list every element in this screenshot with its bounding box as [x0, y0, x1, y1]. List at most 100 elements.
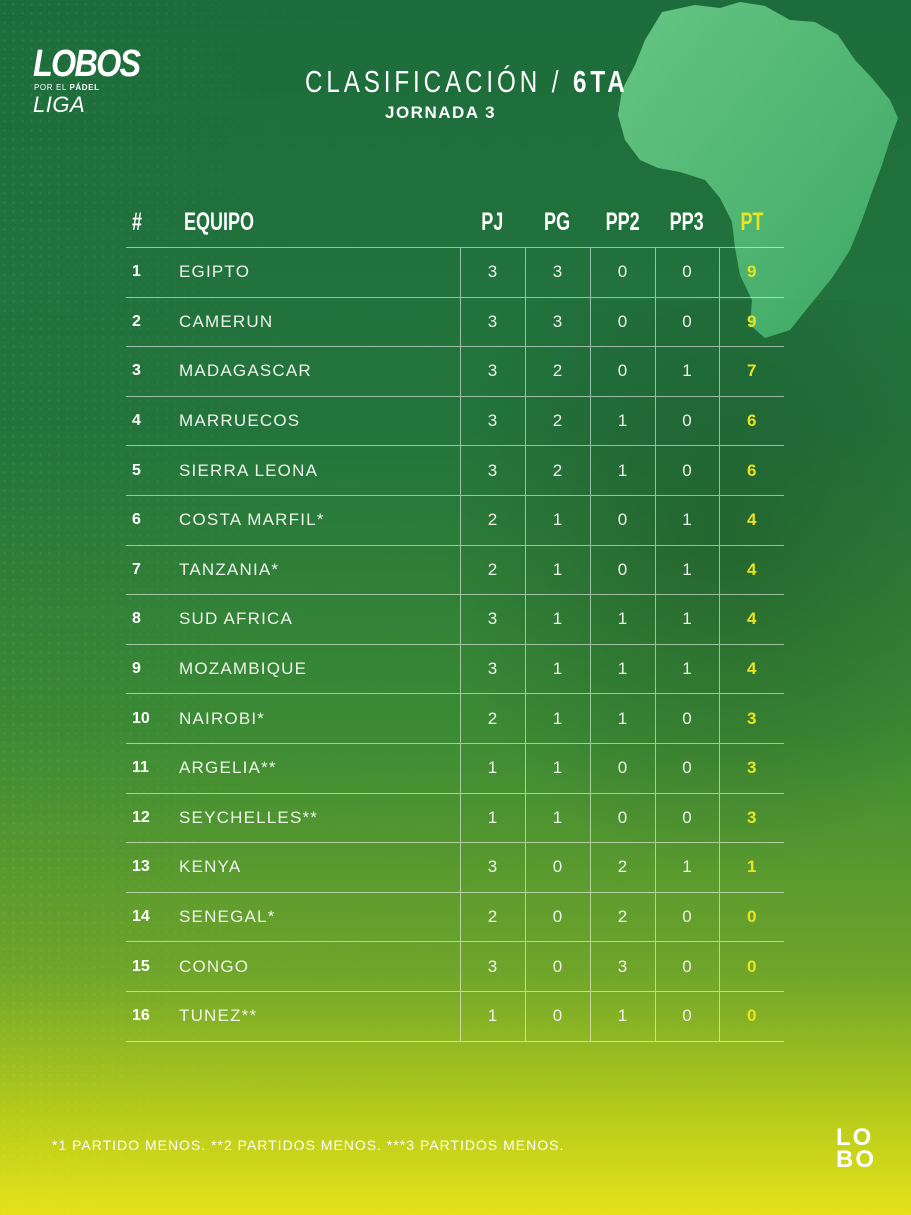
- cell-pt: 4: [718, 545, 784, 596]
- cell-team: COSTA MARFIL*: [179, 495, 460, 546]
- table-row: 12 SEYCHELLES** 1 1 0 0 3: [126, 793, 784, 844]
- cell-pt: 0: [718, 941, 784, 992]
- cell-pp2: 0: [589, 793, 655, 844]
- cell-pp3: 0: [654, 991, 719, 1042]
- cell-pj: 3: [459, 644, 525, 695]
- cell-pg: 0: [524, 892, 590, 943]
- cell-pj: 3: [459, 594, 525, 645]
- cell-pt: 0: [718, 991, 784, 1042]
- cell-team: SENEGAL*: [179, 892, 460, 943]
- cell-pos: 10: [126, 693, 179, 744]
- table-row: 13 KENYA 3 0 2 1 1: [126, 842, 784, 893]
- cell-pp3: 0: [654, 247, 719, 298]
- cell-pg: 2: [524, 396, 590, 447]
- cell-pp3: 0: [654, 396, 719, 447]
- cell-pt: 3: [718, 693, 784, 744]
- table-row: 8 SUD AFRICA 3 1 1 1 4: [126, 594, 784, 645]
- cell-pp3: 0: [654, 941, 719, 992]
- logo-tagline-bold: PÁDEL: [69, 83, 100, 92]
- cell-pos: 13: [126, 842, 179, 893]
- standings-table: # EQUIPO PJ PG PP2 PP3 PT 1 EGIPTO 3 3 0 0 9 2 C…: [126, 197, 784, 1042]
- title-main: CLASIFICACIÓN /: [305, 64, 563, 99]
- cell-team: MADAGASCAR: [179, 346, 460, 397]
- cell-pp2: 0: [589, 545, 655, 596]
- cell-pt: 4: [718, 594, 784, 645]
- title-group: 6TA: [572, 64, 629, 99]
- cell-pt: 6: [718, 396, 784, 447]
- table-row: 16 TUNEZ** 1 0 1 0 0: [126, 991, 784, 1042]
- cell-team: TUNEZ**: [179, 991, 460, 1042]
- cell-pp3: 0: [654, 892, 719, 943]
- cell-pos: 9: [126, 644, 179, 695]
- table-row: 4 MARRUECOS 3 2 1 0 6: [126, 396, 784, 447]
- cell-pp3: 0: [654, 297, 719, 348]
- cell-pj: 3: [459, 842, 525, 893]
- cell-pg: 1: [524, 693, 590, 744]
- cell-pg: 3: [524, 297, 590, 348]
- cell-pj: 2: [459, 495, 525, 546]
- cell-pp3: 1: [654, 346, 719, 397]
- table-row: 5 SIERRA LEONA 3 2 1 0 6: [126, 445, 784, 496]
- lobos-liga-logo: LOBOS POR EL PÁDEL LIGA: [33, 44, 141, 118]
- cell-pg: 3: [524, 247, 590, 298]
- cell-team: TANZANIA*: [179, 545, 460, 596]
- cell-pp3: 0: [654, 793, 719, 844]
- logo-wordmark: LOBOS: [33, 43, 141, 85]
- cell-pp2: 1: [589, 991, 655, 1042]
- cell-pj: 1: [459, 991, 525, 1042]
- cell-pos: 15: [126, 941, 179, 992]
- badge-top: LO: [836, 1124, 874, 1151]
- cell-pg: 0: [524, 991, 590, 1042]
- cell-pt: 7: [718, 346, 784, 397]
- cell-pg: 1: [524, 545, 590, 596]
- logo-liga: LIGA: [33, 92, 86, 117]
- cell-pp3: 0: [654, 693, 719, 744]
- cell-pp2: 1: [589, 594, 655, 645]
- col-header-pp2: PP2: [590, 197, 655, 248]
- cell-pp2: 0: [589, 495, 655, 546]
- cell-pp2: 2: [589, 892, 655, 943]
- table-row: 11 ARGELIA** 1 1 0 0 3: [126, 743, 784, 794]
- lobo-badge-icon: LO BO: [836, 1124, 888, 1172]
- cell-pj: 1: [459, 793, 525, 844]
- table-row: 7 TANZANIA* 2 1 0 1 4: [126, 545, 784, 596]
- cell-pj: 2: [459, 545, 525, 596]
- cell-team: KENYA: [179, 842, 460, 893]
- cell-pos: 6: [126, 495, 179, 546]
- cell-team: EGIPTO: [179, 247, 460, 298]
- cell-team: SUD AFRICA: [179, 594, 460, 645]
- cell-pos: 3: [126, 346, 179, 397]
- cell-team: MARRUECOS: [179, 396, 460, 447]
- table-row: 2 CAMERUN 3 3 0 0 9: [126, 297, 784, 348]
- table-row: 15 CONGO 3 0 3 0 0: [126, 941, 784, 992]
- cell-pp2: 0: [589, 346, 655, 397]
- col-header-position: #: [126, 197, 179, 248]
- col-header-pp3: PP3: [655, 197, 719, 248]
- cell-pt: 9: [718, 297, 784, 348]
- africa-map-icon: [618, 2, 898, 338]
- cell-team: CAMERUN: [179, 297, 460, 348]
- cell-pp3: 0: [654, 743, 719, 794]
- cell-pt: 3: [718, 743, 784, 794]
- cell-pp3: 1: [654, 842, 719, 893]
- cell-pj: 3: [459, 297, 525, 348]
- col-header-pg: PG: [525, 197, 590, 248]
- cell-pp3: 0: [654, 445, 719, 496]
- cell-pos: 16: [126, 991, 179, 1042]
- cell-pos: 2: [126, 297, 179, 348]
- table-row: 1 EGIPTO 3 3 0 0 9: [126, 247, 784, 298]
- cell-pp2: 1: [589, 445, 655, 496]
- cell-pp2: 1: [589, 644, 655, 695]
- cell-pos: 12: [126, 793, 179, 844]
- cell-team: MOZAMBIQUE: [179, 644, 460, 695]
- cell-pj: 3: [459, 445, 525, 496]
- cell-pp2: 2: [589, 842, 655, 893]
- cell-pos: 5: [126, 445, 179, 496]
- cell-pos: 4: [126, 396, 179, 447]
- cell-pj: 2: [459, 892, 525, 943]
- cell-pos: 1: [126, 247, 179, 298]
- cell-pj: 1: [459, 743, 525, 794]
- cell-pg: 0: [524, 941, 590, 992]
- cell-pp2: 0: [589, 743, 655, 794]
- cell-team: SIERRA LEONA: [179, 445, 460, 496]
